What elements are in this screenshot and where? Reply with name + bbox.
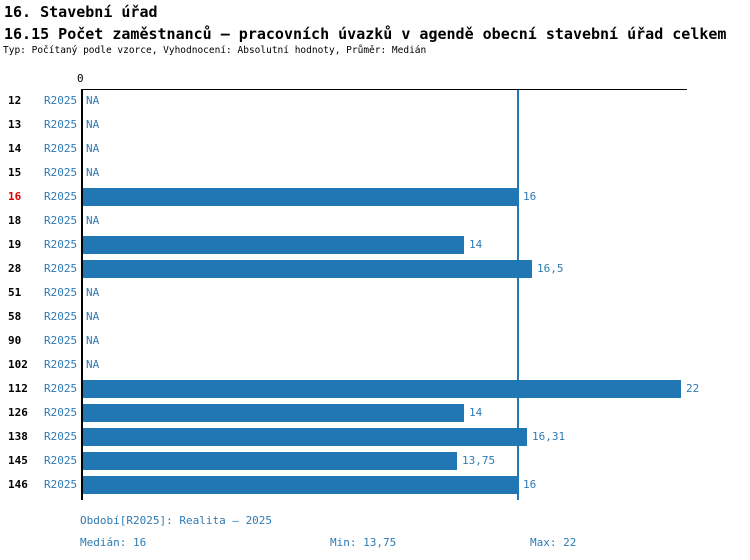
chart-row: 102 R2025 NA [0,353,750,377]
row-period-label: R2025 [44,214,78,227]
row-period-label: R2025 [44,118,78,131]
row-category-label: 126 [8,406,28,419]
chart-row: 18 R2025 NA [0,209,750,233]
chart-row: 126 R2025 14 [0,401,750,425]
page-title: 16. Stavební úřad [4,3,158,21]
footer-min-stat: Min: 13,75 [330,536,397,549]
row-period-label: R2025 [44,286,78,299]
row-period-label: R2025 [44,166,78,179]
footer-median-stat: Medián: 16 [80,536,147,549]
chart-row: 13 R2025 NA [0,113,750,137]
row-period-label: R2025 [44,142,78,155]
row-value-label: NA [86,142,100,155]
axis-baseline [81,89,83,500]
row-value-label: NA [86,94,100,107]
footer-period-legend: Období[R2025]: Realita – 2025 [80,514,273,527]
chart-row: 146 R2025 16 [0,473,750,497]
row-period-label: R2025 [44,190,78,203]
row-value-label: NA [86,358,100,371]
chart-row: 145 R2025 13,75 [0,449,750,473]
row-period-label: R2025 [44,334,78,347]
median-line [517,90,520,500]
row-value-label: NA [86,286,100,299]
chart-row: 14 R2025 NA [0,137,750,161]
row-value-label: 13,75 [462,454,496,467]
chart-row: 12 R2025 NA [0,89,750,113]
row-bar [83,452,457,470]
row-value-label: NA [86,310,100,323]
row-period-label: R2025 [44,358,78,371]
row-category-label: 112 [8,382,28,395]
row-category-label: 16 [8,190,22,203]
row-period-label: R2025 [44,238,78,251]
row-value-label: 16 [523,478,537,491]
row-value-label: 14 [469,406,483,419]
row-value-label: NA [86,214,100,227]
row-value-label: 16,5 [537,262,564,275]
row-period-label: R2025 [44,478,78,491]
row-category-label: 146 [8,478,28,491]
row-category-label: 138 [8,430,28,443]
row-category-label: 14 [8,142,22,155]
row-category-label: 90 [8,334,22,347]
row-value-label: 14 [469,238,483,251]
row-value-label: NA [86,166,100,179]
chart-subtitle: 16.15 Počet zaměstnanců – pracovních úva… [4,25,727,43]
footer-max-stat: Max: 22 [530,536,577,549]
row-bar [83,476,518,494]
row-bar [83,428,527,446]
chart-row: 58 R2025 NA [0,305,750,329]
chart-row: 51 R2025 NA [0,281,750,305]
row-category-label: 102 [8,358,28,371]
row-category-label: 19 [8,238,22,251]
chart-row: 90 R2025 NA [0,329,750,353]
row-category-label: 58 [8,310,22,323]
row-bar [83,188,518,206]
row-category-label: 28 [8,262,22,275]
row-category-label: 13 [8,118,22,131]
chart-row: 15 R2025 NA [0,161,750,185]
axis-zero-tick-label: 0 [77,72,84,85]
row-bar [83,236,464,254]
row-bar [83,380,681,398]
row-category-label: 18 [8,214,22,227]
row-category-label: 15 [8,166,22,179]
row-period-label: R2025 [44,262,78,275]
chart-row: 16 R2025 16 [0,185,750,209]
chart-row: 138 R2025 16,31 [0,425,750,449]
row-period-label: R2025 [44,454,78,467]
row-value-label: 16 [523,190,537,203]
row-period-label: R2025 [44,430,78,443]
row-value-label: NA [86,118,100,131]
axis-top-line [81,89,687,90]
chart-row: 28 R2025 16,5 [0,257,750,281]
chart-meta: Typ: Počítaný podle vzorce, Vyhodnocení:… [3,45,427,56]
row-value-label: 16,31 [532,430,566,443]
row-period-label: R2025 [44,310,78,323]
row-value-label: 22 [686,382,700,395]
row-period-label: R2025 [44,406,78,419]
row-bar [83,260,532,278]
row-period-label: R2025 [44,382,78,395]
row-category-label: 12 [8,94,22,107]
row-bar [83,404,464,422]
row-category-label: 51 [8,286,22,299]
row-period-label: R2025 [44,94,78,107]
chart-row: 112 R2025 22 [0,377,750,401]
chart-row: 19 R2025 14 [0,233,750,257]
row-value-label: NA [86,334,100,347]
row-category-label: 145 [8,454,28,467]
